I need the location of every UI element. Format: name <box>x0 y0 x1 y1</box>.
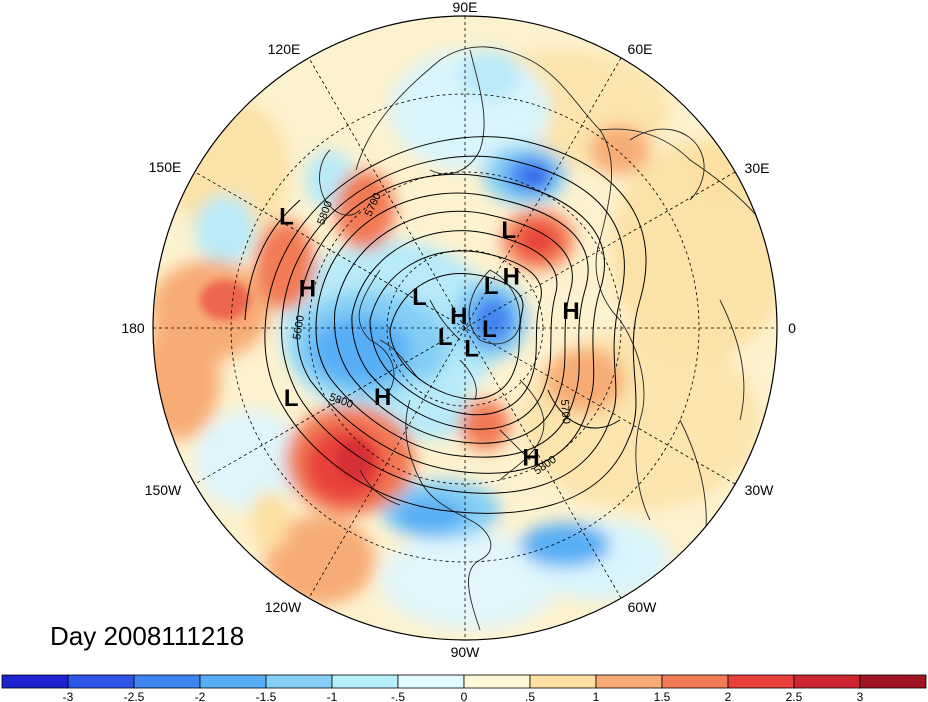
high-pressure-marker: H <box>503 264 520 291</box>
low-pressure-marker: L <box>482 316 497 343</box>
colorbar-tick-label: -1 <box>327 690 338 702</box>
colorbar-swatch <box>1 674 69 689</box>
colorbar-tick-label: 2.5 <box>786 690 803 702</box>
low-pressure-marker: L <box>284 385 299 412</box>
low-pressure-marker: L <box>464 336 479 363</box>
colorbar-swatch <box>67 674 135 689</box>
lon-label-150w: 150W <box>145 482 182 498</box>
graticule <box>153 16 777 640</box>
lon-label-30e: 30E <box>745 160 770 176</box>
low-pressure-marker: L <box>484 273 499 300</box>
lon-label-120w: 120W <box>265 599 302 615</box>
low-pressure-marker: L <box>412 284 427 311</box>
colorbar-tick-label: 3 <box>857 690 864 702</box>
high-pressure-marker: H <box>374 384 391 411</box>
colorbar-swatch <box>265 674 333 689</box>
lon-label-0: 0 <box>788 320 796 336</box>
colorbar-tick-label: 0 <box>461 690 468 702</box>
contour-label: 5700 <box>558 399 572 424</box>
colorbar-tick-label: -2 <box>195 690 206 702</box>
colorbar-tick-label: -2.5 <box>124 690 145 702</box>
colorbar-swatch <box>331 674 399 689</box>
longitude-labels: 90E 60E 30E 0 30W 60W 90W 120W 150W 180 … <box>121 0 796 660</box>
low-pressure-marker: L <box>438 324 453 351</box>
lon-label-90w: 90W <box>451 644 481 660</box>
high-pressure-marker: H <box>522 445 539 472</box>
colorbar-swatch <box>661 674 729 689</box>
colorbar-swatch <box>727 674 795 689</box>
low-pressure-marker: L <box>279 204 294 231</box>
colorbar-swatch <box>793 674 861 689</box>
colorbar-swatch <box>595 674 663 689</box>
colorbar-tick-label: -.5 <box>391 690 405 702</box>
coastlines <box>319 46 777 631</box>
colorbar-tick-label: -3 <box>63 690 74 702</box>
high-pressure-marker: H <box>450 303 467 330</box>
high-pressure-marker: H <box>299 276 316 303</box>
map-boundary <box>152 15 778 641</box>
colorbar-tick-label: 2 <box>725 690 732 702</box>
high-pressure-marker: H <box>562 298 579 325</box>
low-pressure-marker: L <box>501 217 516 244</box>
map-title: Day 2008111218 <box>50 621 244 651</box>
lon-label-30w: 30W <box>745 482 775 498</box>
anomaly-field <box>153 16 777 640</box>
lon-label-60w: 60W <box>628 599 658 615</box>
colorbar-swatch <box>859 674 927 689</box>
colorbar-swatch <box>463 674 531 689</box>
colorbar-swatch <box>199 674 267 689</box>
colorbar-swatch <box>529 674 597 689</box>
colorbar-swatch <box>133 674 201 689</box>
colorbar-tick-label: 1.5 <box>654 690 671 702</box>
lon-label-150e: 150E <box>149 159 182 175</box>
colorbar-tick-label: 1 <box>593 690 600 702</box>
contour-label: 5600 <box>291 314 307 340</box>
lon-label-60e: 60E <box>628 41 653 57</box>
lon-label-180: 180 <box>121 320 145 336</box>
colorbar-swatch <box>397 674 465 689</box>
lon-label-90e: 90E <box>453 0 478 15</box>
lon-label-120e: 120E <box>268 41 301 57</box>
colorbar-tick-label: .5 <box>525 690 535 702</box>
height-contours <box>244 136 647 514</box>
colorbar-tick-label: -1.5 <box>256 690 277 702</box>
colorbar: -3 -2.5 -2 -1.5 -1 -.5 0 .5 1 1.5 2 2.5 3 <box>1 674 927 702</box>
